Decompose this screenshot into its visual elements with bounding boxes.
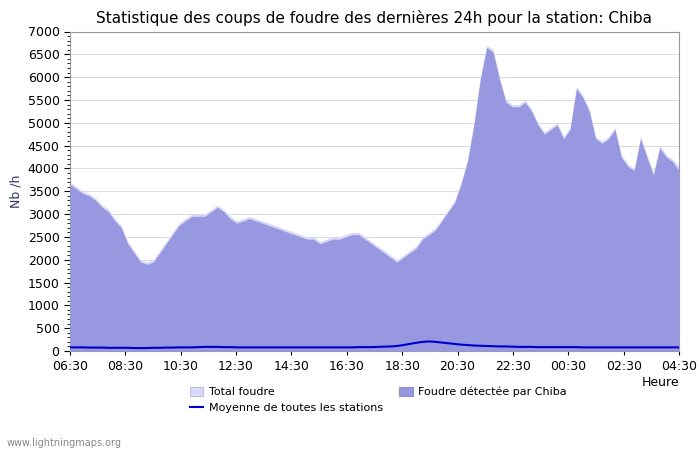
Text: Heure: Heure [641,376,679,389]
Title: Statistique des coups de foudre des dernières 24h pour la station: Chiba: Statistique des coups de foudre des dern… [97,10,652,26]
Legend: Total foudre, Moyenne de toutes les stations, Foudre détectée par Chiba: Total foudre, Moyenne de toutes les stat… [186,382,571,418]
Text: www.lightningmaps.org: www.lightningmaps.org [7,438,122,448]
Y-axis label: Nb /h: Nb /h [9,175,22,208]
